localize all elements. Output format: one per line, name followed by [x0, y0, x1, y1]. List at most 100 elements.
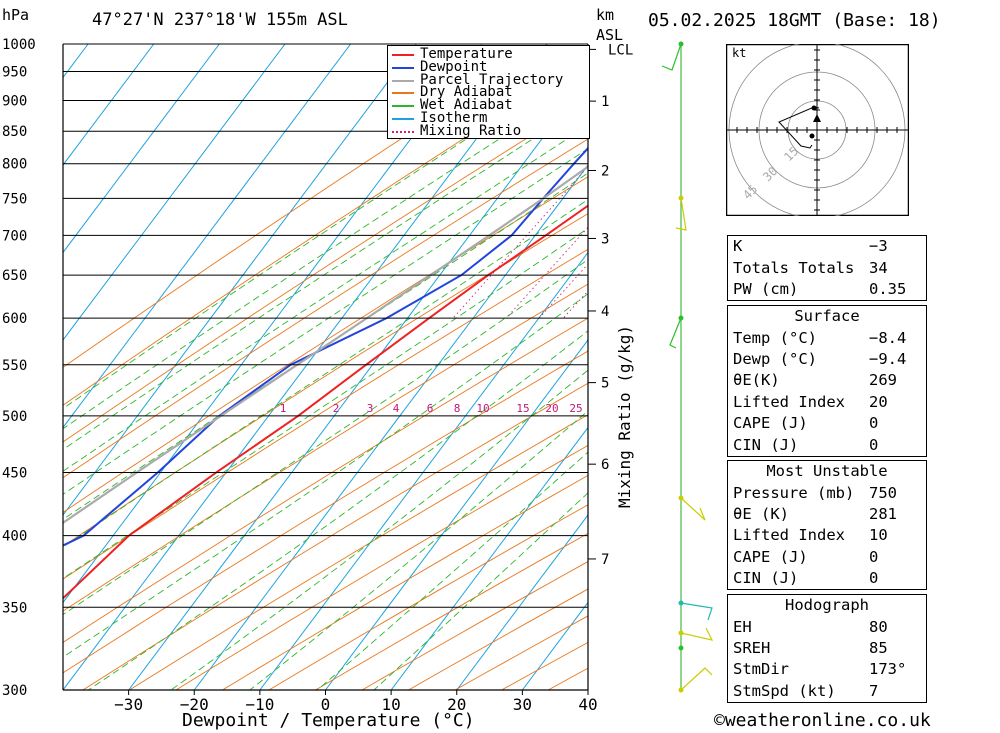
mixing-ratio-line [505, 226, 588, 319]
km-tick-label: 7 [601, 552, 609, 568]
dry-adiabat-line [63, 59, 588, 406]
index-value: 0.35 [869, 279, 907, 298]
index-value: 10 [869, 526, 888, 545]
mixing-ratio-label: 3 [367, 402, 374, 415]
wind-barb [661, 43, 682, 71]
isotherm-line [456, 514, 588, 690]
table-row: CAPE (J) 0 [728, 413, 927, 434]
wind-barb [680, 602, 713, 621]
legend-label: Dewpoint [420, 58, 488, 75]
index-value: −8.4 [869, 328, 907, 347]
x-axis-label: Dewpoint / Temperature (°C) [182, 710, 475, 731]
index-label: PW (cm) [733, 279, 799, 298]
pressure-tick-label: 850 [2, 124, 27, 140]
mixing-ratio-label: 10 [476, 402, 489, 415]
table-row: CAPE (J) 0 [728, 547, 927, 568]
index-value: 750 [869, 483, 897, 502]
table-row: Pressure (mb) 750 [728, 482, 927, 503]
index-label: CIN (J) [733, 569, 799, 588]
legend-item: Mixing Ratio [388, 124, 589, 138]
section-title: Surface [794, 307, 860, 326]
mixing-ratio-label: 20 [545, 402, 558, 415]
wet-adiabat-line [63, 124, 588, 472]
pressure-tick-label: 300 [2, 683, 27, 699]
legend-label: Wet Adiabat [420, 97, 513, 114]
dry-adiabat-line [63, 317, 588, 643]
legend-swatch [392, 92, 414, 95]
isotherm-line [63, 44, 483, 604]
km-tick-label: 4 [601, 304, 609, 320]
legend-swatch [392, 66, 414, 69]
asl-label: ASL [596, 26, 624, 44]
table-row: StmSpd (kt) 7 [728, 681, 927, 703]
table-row: CIN (J) 0 [728, 568, 927, 590]
index-label: Lifted Index [733, 392, 845, 411]
pressure-tick-label: 900 [2, 94, 27, 110]
general-indices-table: K −3 Totals Totals 34 PW (cm) 0.35 [727, 235, 927, 302]
mixing-ratio-label: 8 [454, 402, 461, 415]
table-row: PW (cm) 0.35 [728, 279, 927, 301]
dry-adiabat-line [175, 444, 588, 690]
table-row: SREH 85 [728, 638, 927, 659]
legend: Temperature Dewpoint Parcel Trajectory Dry … [387, 45, 590, 139]
table-row: θE(K) 269 [728, 370, 927, 391]
hodograph-storm-motion [809, 133, 815, 139]
table-row: Temp (°C) −8.4 [728, 327, 927, 348]
index-label: Dewp (°C) [733, 349, 817, 368]
x-tick-label: 30 [513, 695, 532, 714]
pressure-tick-label: 600 [2, 311, 27, 327]
pressure-tick-label: 500 [2, 409, 27, 425]
pressure-tick-label: 650 [2, 268, 27, 284]
index-label: Lifted Index [733, 526, 845, 545]
index-label: θE(K) [733, 371, 780, 390]
index-value: 281 [869, 504, 897, 523]
wet-adiabat-line [63, 198, 588, 548]
x-tick-label: 40 [578, 695, 597, 714]
isotherm-line [259, 251, 588, 690]
isotherm-line [63, 44, 352, 429]
km-tick-label: 5 [601, 376, 609, 392]
mixing-ratio-label: 4 [393, 402, 400, 415]
table-row: Lifted Index 20 [728, 392, 927, 413]
legend-label: Isotherm [420, 109, 488, 126]
index-label: K [733, 237, 743, 256]
wind-barb [680, 497, 706, 521]
dry-adiabat-line [63, 350, 588, 674]
index-value: 0 [869, 435, 879, 454]
legend-item: Parcel Trajectory [388, 71, 589, 88]
index-label: Totals Totals [733, 258, 855, 277]
hodograph-unit-label: kt [732, 46, 746, 60]
hodograph-arrow [813, 114, 821, 122]
mixing-ratio-label: 1 [280, 402, 287, 415]
pressure-tick-label: 700 [2, 228, 27, 244]
legend-item: Isotherm [388, 109, 589, 126]
wet-adiabat-line [63, 59, 588, 410]
table-row: θE (K) 281 [728, 504, 927, 525]
legend-swatch [392, 105, 414, 108]
mixing-ratio-label: 6 [427, 402, 434, 415]
pressure-tick-label: 550 [2, 358, 27, 374]
table-row: EH 80 [728, 616, 927, 637]
dry-adiabat-line [221, 474, 588, 690]
surface-table: Surface Temp (°C) −8.4 Dewp (°C) −9.4 θE(K… [727, 305, 927, 457]
index-label: θE (K) [733, 504, 789, 523]
mixing-ratio-label: 2 [333, 402, 340, 415]
index-label: StmSpd (kt) [733, 681, 836, 700]
hodograph-table: Hodograph EH 80 SREH 85 StmDir 173° StmSpd … [727, 594, 927, 703]
table-row: Dewp (°C) −9.4 [728, 349, 927, 370]
wet-adiabat-line [249, 410, 588, 690]
dewpoint-line [63, 146, 588, 547]
isotherm-line [63, 44, 286, 341]
legend-item: Dry Adiabat [388, 84, 589, 101]
datetime-title: 05.02.2025 18GMT (Base: 18) [648, 10, 941, 31]
copyright-link[interactable]: ©weatheronline.co.uk [714, 710, 931, 731]
legend-swatch [392, 54, 414, 56]
dry-adiabat-line [63, 176, 588, 513]
legend-label: Parcel Trajectory [420, 71, 564, 88]
index-value: −3 [869, 237, 888, 256]
table-row: CIN (J) 0 [728, 434, 927, 456]
x-tick-label: 0 [321, 695, 331, 714]
isotherm-line [63, 44, 155, 166]
km-tick-label: 2 [601, 163, 609, 179]
legend-label: Dry Adiabat [420, 84, 513, 101]
